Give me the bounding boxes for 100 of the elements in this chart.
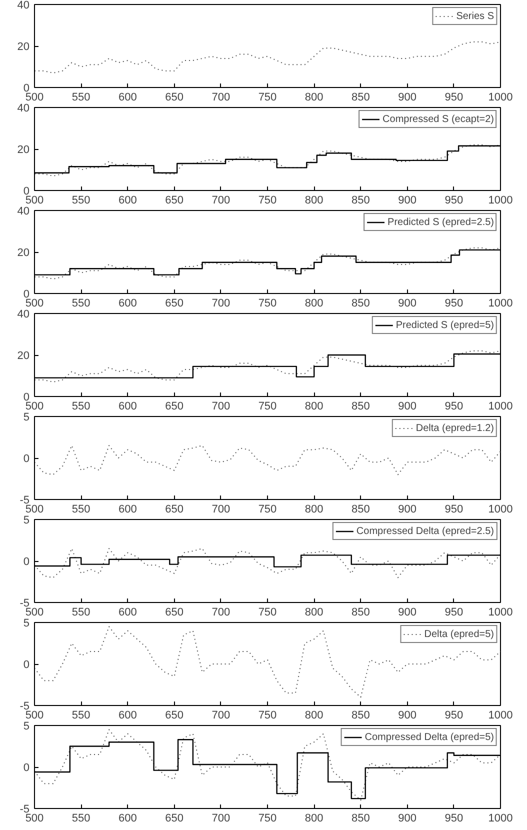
y-tick-label: 5	[23, 514, 30, 526]
x-tick-label: 600	[118, 504, 137, 516]
x-tick-label: 1000	[488, 194, 513, 206]
x-tick-label: 600	[118, 606, 137, 618]
x-tick-label: 800	[304, 504, 324, 516]
x-tick-label: 500	[25, 606, 44, 618]
x-tick-label: 500	[25, 194, 44, 206]
x-tick-label: 750	[258, 400, 277, 412]
x-tick-label: 500	[25, 92, 44, 104]
legend-label: Delta (epred=1.2)	[416, 422, 494, 434]
x-tick-label: 750	[258, 710, 277, 722]
x-tick-label: 700	[212, 194, 230, 206]
y-tick-label: 5	[23, 618, 30, 630]
y-tick-label: 20	[17, 247, 30, 259]
x-tick-label: 650	[165, 400, 184, 412]
x-tick-label: 600	[118, 812, 137, 824]
line-series	[34, 548, 500, 578]
x-tick-label: 950	[444, 812, 464, 824]
x-tick-label: 500	[25, 504, 44, 516]
x-tick-label: 550	[72, 504, 90, 516]
x-tick-label: 650	[165, 194, 184, 206]
x-tick-label: 850	[352, 606, 370, 618]
line-series	[34, 626, 500, 698]
x-tick-label: 550	[72, 400, 90, 412]
x-tick-label: 600	[118, 710, 137, 722]
x-tick-label: 950	[444, 504, 464, 516]
x-tick-label: 850	[352, 400, 370, 412]
x-tick-label: 650	[165, 606, 184, 618]
y-tick-label: 20	[17, 350, 30, 362]
y-tick-label: 40	[17, 102, 30, 114]
x-tick-label: 850	[352, 298, 370, 310]
y-tick-label: 20	[17, 41, 30, 53]
x-tick-label: 700	[212, 812, 230, 824]
x-tick-label: 750	[258, 92, 277, 104]
x-tick-label: 700	[212, 606, 230, 618]
x-tick-label: 650	[165, 710, 184, 722]
x-tick-label: 500	[25, 710, 44, 722]
x-tick-label: 800	[304, 92, 324, 104]
x-tick-label: 750	[258, 194, 277, 206]
x-tick-label: 900	[398, 194, 416, 206]
x-tick-label: 850	[352, 194, 370, 206]
y-tick-label: 0	[23, 762, 30, 774]
x-tick-label: 1000	[488, 710, 513, 722]
x-tick-label: 800	[304, 298, 324, 310]
x-tick-label: 1000	[488, 298, 513, 310]
y-tick-label: 40	[17, 206, 30, 218]
x-tick-label: 1000	[488, 504, 513, 516]
y-tick-label: 5	[23, 412, 30, 424]
y-tick-label: 40	[17, 0, 30, 12]
x-tick-label: 800	[304, 194, 324, 206]
x-tick-label: 900	[398, 606, 416, 618]
x-tick-label: 500	[25, 812, 44, 824]
x-tick-label: 650	[165, 504, 184, 516]
x-tick-label: 750	[258, 298, 277, 310]
legend-label: Delta (epred=5)	[424, 628, 494, 640]
legend-label: Compressed S (ecapt=2)	[382, 113, 494, 125]
x-tick-label: 950	[444, 194, 464, 206]
y-tick-label: 0	[23, 556, 30, 568]
x-tick-label: 800	[304, 606, 324, 618]
x-tick-label: 950	[444, 92, 464, 104]
x-tick-label: 550	[72, 298, 90, 310]
x-tick-label: 900	[398, 812, 416, 824]
x-tick-label: 850	[352, 504, 370, 516]
x-tick-label: 950	[444, 710, 464, 722]
x-tick-label: 550	[72, 606, 90, 618]
x-tick-label: 1000	[488, 400, 513, 412]
x-tick-label: 900	[398, 710, 416, 722]
x-tick-label: 700	[212, 298, 230, 310]
x-tick-label: 500	[25, 298, 44, 310]
x-tick-label: 1000	[488, 812, 513, 824]
x-tick-label: 550	[72, 812, 90, 824]
legend-label: Predicted S (epred=2.5)	[388, 216, 494, 228]
legend-label: Compressed Delta (epred=5)	[364, 731, 494, 743]
x-tick-label: 650	[165, 92, 184, 104]
x-tick-label: 600	[118, 298, 137, 310]
x-tick-label: 700	[212, 504, 230, 516]
x-tick-label: 550	[72, 92, 90, 104]
x-tick-label: 950	[444, 298, 464, 310]
x-tick-label: 750	[258, 812, 277, 824]
x-tick-label: 700	[212, 400, 230, 412]
x-tick-label: 950	[444, 606, 464, 618]
x-tick-label: 800	[304, 710, 324, 722]
x-tick-label: 600	[118, 400, 137, 412]
y-tick-label: 0	[23, 659, 30, 671]
x-tick-label: 600	[118, 194, 137, 206]
x-tick-label: 700	[212, 92, 230, 104]
x-tick-label: 850	[352, 92, 370, 104]
x-tick-label: 750	[258, 606, 277, 618]
y-tick-label: 5	[23, 720, 30, 732]
x-tick-label: 700	[212, 710, 230, 722]
line-series	[34, 41, 500, 74]
x-tick-label: 900	[398, 504, 416, 516]
x-tick-label: 900	[398, 400, 416, 412]
y-tick-label: 40	[17, 308, 30, 320]
y-tick-label: 20	[17, 144, 30, 156]
x-tick-label: 1000	[488, 92, 513, 104]
x-tick-label: 550	[72, 710, 90, 722]
x-tick-label: 650	[165, 812, 184, 824]
legend-label: Compressed Delta (epred=2.5)	[356, 525, 494, 537]
x-tick-label: 1000	[488, 606, 513, 618]
